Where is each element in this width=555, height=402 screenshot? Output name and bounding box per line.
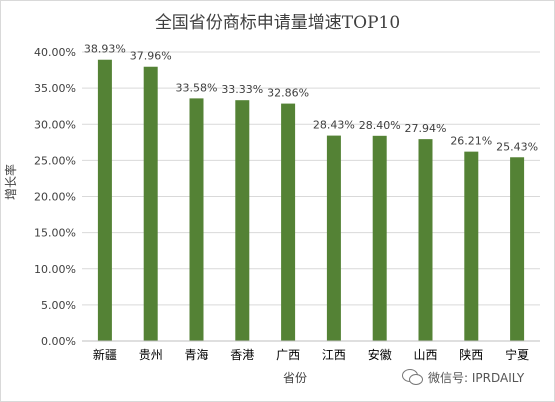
x-tick-label: 江西 — [322, 348, 346, 362]
bar — [372, 135, 387, 341]
bar — [326, 135, 341, 341]
y-tick-label: 20.00% — [34, 191, 76, 204]
bar — [464, 151, 479, 341]
wechat-icon — [402, 368, 424, 386]
watermark-text: 微信号: IPRDAILY — [428, 370, 525, 385]
x-tick-label: 新疆 — [93, 347, 117, 362]
x-tick-label: 安徽 — [368, 347, 392, 362]
bar — [510, 157, 525, 341]
data-label: 27.94% — [405, 122, 447, 135]
bar — [418, 139, 433, 341]
data-label: 32.86% — [267, 87, 309, 100]
data-label: 28.40% — [359, 119, 401, 132]
y-tick-label: 10.00% — [34, 263, 76, 276]
x-tick-label: 山西 — [413, 348, 437, 362]
bar — [143, 66, 158, 341]
y-tick-label: 25.00% — [34, 154, 76, 167]
y-tick-label: 5.00% — [41, 299, 76, 312]
y-tick-label: 30.00% — [34, 118, 76, 131]
data-label: 38.93% — [84, 43, 126, 56]
bar — [281, 103, 296, 341]
data-label: 33.33% — [221, 83, 263, 96]
y-tick-label: 40.00% — [34, 46, 76, 59]
x-tick-label: 香港 — [230, 348, 254, 362]
y-tick-label: 0.00% — [41, 335, 76, 348]
x-tick-label: 贵州 — [139, 348, 163, 362]
x-axis-label: 省份 — [283, 371, 308, 385]
bar — [235, 100, 250, 341]
chart-title: 全国省份商标申请量增速TOP10 — [154, 13, 401, 33]
x-tick-label: 青海 — [184, 347, 208, 362]
bar — [97, 59, 112, 342]
data-label: 33.58% — [176, 81, 218, 94]
y-tick-label: 35.00% — [34, 82, 76, 95]
data-label: 37.96% — [130, 50, 172, 63]
x-tick-label: 陕西 — [459, 347, 483, 362]
bar — [189, 98, 204, 342]
x-tick-label: 宁夏 — [505, 347, 529, 362]
y-tick-label: 15.00% — [34, 227, 76, 240]
x-tick-label: 广西 — [276, 348, 300, 362]
data-label: 26.21% — [450, 135, 492, 148]
watermark: 微信号: IPRDAILY — [402, 368, 524, 386]
data-label: 28.43% — [313, 119, 355, 132]
data-label: 25.43% — [496, 140, 538, 153]
